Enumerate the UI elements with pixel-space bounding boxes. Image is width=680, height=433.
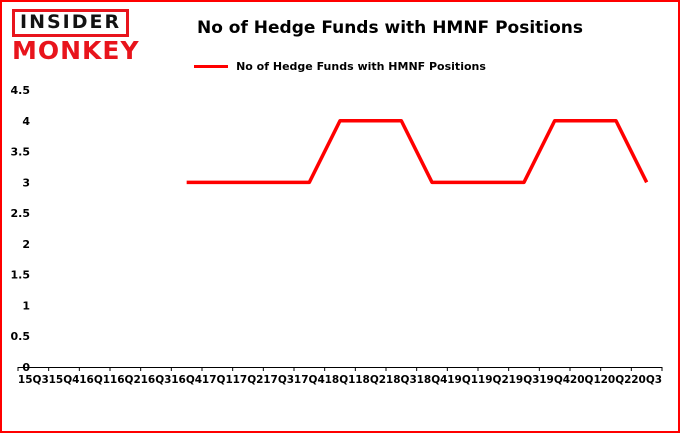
y-tick-label: 4.5 [11, 84, 31, 97]
x-tick-label: 17Q1 [202, 374, 233, 386]
x-tick-label: 15Q3 [18, 374, 49, 386]
chart-title: No of Hedge Funds with HMNF Positions [196, 18, 584, 38]
y-tick-label: 2 [22, 238, 30, 251]
logo-monkey-text: MONKEY [12, 36, 140, 65]
x-tick-label: 20Q2 [601, 374, 632, 386]
x-tick-label: 18Q2 [355, 374, 386, 386]
x-tick-label: 17Q2 [233, 374, 264, 386]
x-tick-label: 17Q4 [294, 374, 325, 386]
x-tick-label: 18Q4 [417, 374, 448, 386]
x-tick-label: 19Q4 [539, 374, 570, 386]
legend-line-swatch [194, 65, 229, 68]
x-tick-label: 15Q4 [49, 374, 80, 386]
y-tick-label: 1.5 [11, 269, 31, 282]
logo-insider-text: INSIDER [12, 9, 130, 37]
y-tick-label: 1 [22, 299, 30, 312]
insider-monkey-logo: INSIDER MONKEY [12, 9, 140, 63]
chart-legend: No of Hedge Funds with HMNF Positions [2, 60, 678, 73]
x-tick-label: 19Q2 [478, 374, 509, 386]
y-tick-label: 3 [22, 176, 30, 189]
x-tick-label: 16Q4 [171, 374, 202, 386]
x-tick-label: 16Q1 [79, 374, 110, 386]
y-tick-label: 4 [22, 115, 30, 128]
series-line [186, 119, 649, 185]
y-tick-label: 0.5 [11, 330, 31, 343]
x-tick-label: 17Q3 [263, 374, 294, 386]
x-tick-label: 16Q2 [110, 374, 141, 386]
x-tick-label: 18Q3 [386, 374, 417, 386]
y-tick-label: 2.5 [11, 207, 31, 220]
x-tick-label: 19Q1 [447, 374, 478, 386]
x-tick-label: 19Q3 [509, 374, 540, 386]
x-tick-label: 20Q1 [570, 374, 601, 386]
legend-label: No of Hedge Funds with HMNF Positions [236, 60, 486, 73]
x-tick-label: 18Q1 [325, 374, 356, 386]
y-tick-label: 3.5 [11, 146, 31, 159]
x-tick-label: 20Q3 [631, 374, 662, 386]
x-tick-label: 16Q3 [141, 374, 172, 386]
